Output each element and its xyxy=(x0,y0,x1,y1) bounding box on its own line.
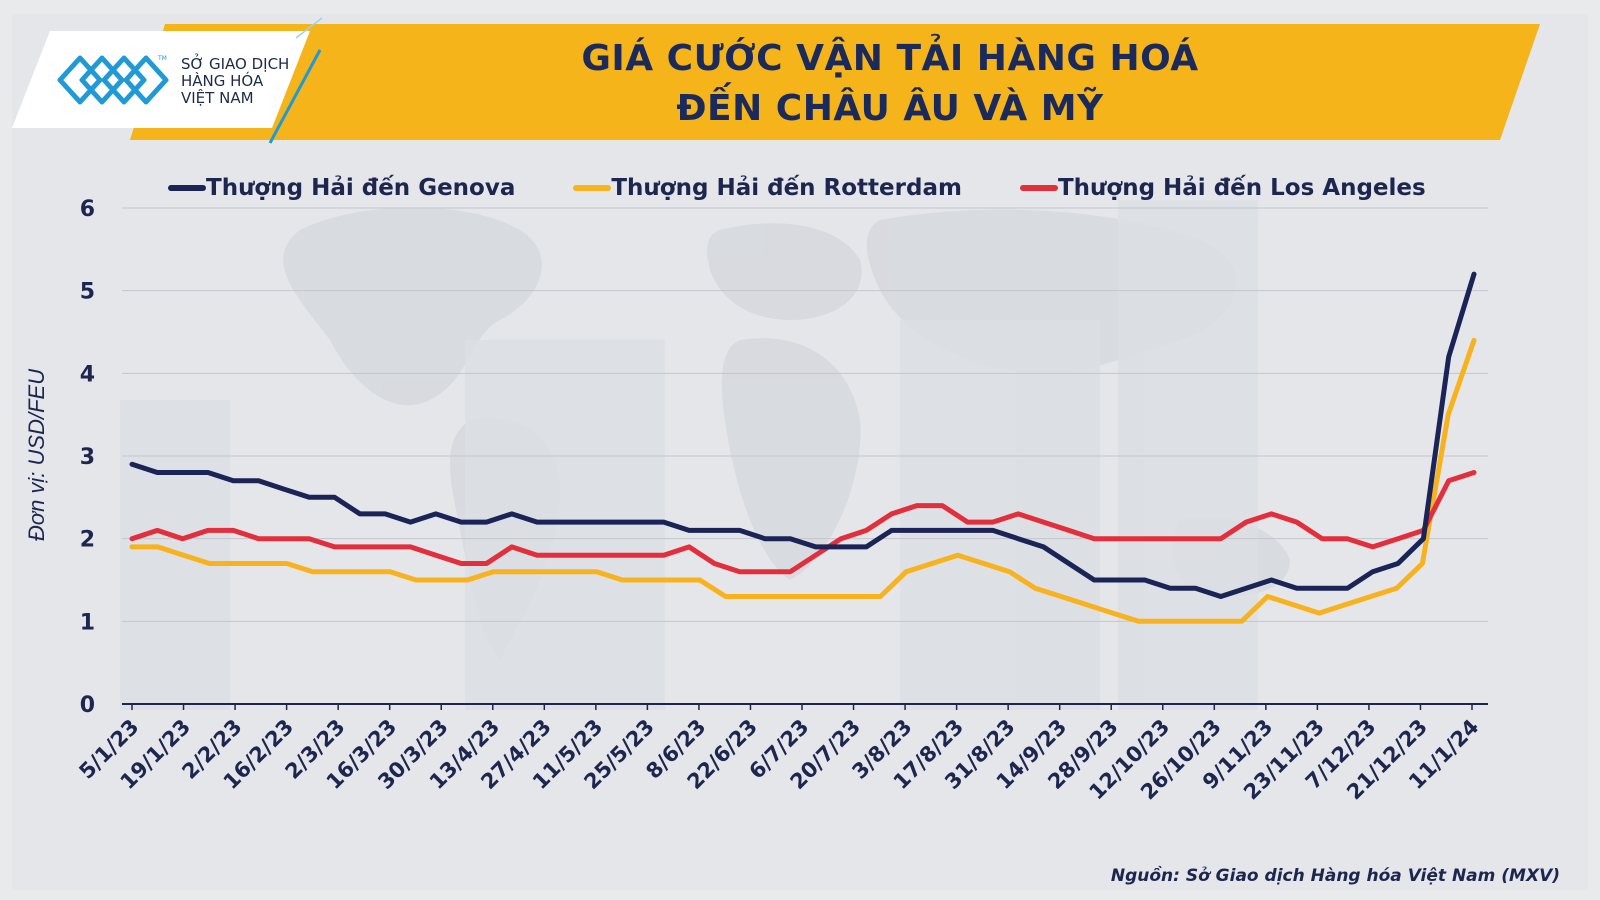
mxv-logo-icon xyxy=(57,55,169,105)
y-tick-label: 4 xyxy=(80,362,95,387)
chart-legend: Thượng Hải đến Genova Thượng Hải đến Rot… xyxy=(168,170,1484,206)
legend-swatch-rotterdam xyxy=(573,185,612,191)
source-note: Nguồn: Sở Giao dịch Hàng hóa Việt Nam (M… xyxy=(1110,866,1560,886)
y-tick-labels: 0 1 2 3 4 5 6 xyxy=(80,197,95,718)
y-tick-label: 5 xyxy=(80,280,95,305)
title-line-1: GIÁ CƯỚC VẬN TẢI HÀNG HOÁ xyxy=(581,38,1199,79)
legend-label-rotterdam: Thượng Hải đến Rotterdam xyxy=(611,175,962,201)
series-lines xyxy=(129,271,1477,624)
legend-swatch-los-angeles xyxy=(1019,185,1058,191)
header-banner xyxy=(12,17,1540,144)
y-tick-label: 2 xyxy=(80,528,95,553)
y-axis-label: Đơn vị: USD/FEU xyxy=(24,369,49,541)
legend-label-genova: Thượng Hải đến Genova xyxy=(206,175,516,201)
series-line-los-angeles xyxy=(129,470,1477,575)
legend-swatch-genova xyxy=(168,185,206,191)
y-tick-label: 0 xyxy=(80,693,95,718)
series-line-rotterdam xyxy=(129,337,1477,624)
legend-item-genova: Thượng Hải đến Genova xyxy=(168,175,515,201)
legend-item-los-angeles: Thượng Hải đến Los Angeles xyxy=(1019,175,1426,201)
grid-lines xyxy=(122,207,1488,705)
y-tick-label: 3 xyxy=(80,445,95,470)
title-line-2: ĐẾN CHÂU ÂU VÀ MỸ xyxy=(676,88,1104,129)
legend-item-rotterdam: Thượng Hải đến Rotterdam xyxy=(573,175,962,201)
logo-text: SỞ GIAO DỊCH HÀNG HÓA VIỆT NAM xyxy=(181,56,289,107)
logo-trademark: TM xyxy=(158,55,167,62)
series-line-genova xyxy=(129,271,1477,599)
y-tick-label: 1 xyxy=(80,610,95,635)
x-tick-labels: 5/1/2319/1/232/2/2316/2/232/3/2316/3/233… xyxy=(74,704,1484,804)
legend-label-los-angeles: Thượng Hải đến Los Angeles xyxy=(1057,175,1426,201)
logo-line-3: VIỆT NAM xyxy=(181,89,254,107)
logo-line-1: SỞ GIAO DỊCH xyxy=(181,55,290,73)
logo-line-2: HÀNG HÓA xyxy=(181,72,264,90)
y-tick-label: 6 xyxy=(80,197,95,222)
chart-title: GIÁ CƯỚC VẬN TẢI HÀNG HOÁ ĐẾN CHÂU ÂU VÀ… xyxy=(330,34,1450,134)
